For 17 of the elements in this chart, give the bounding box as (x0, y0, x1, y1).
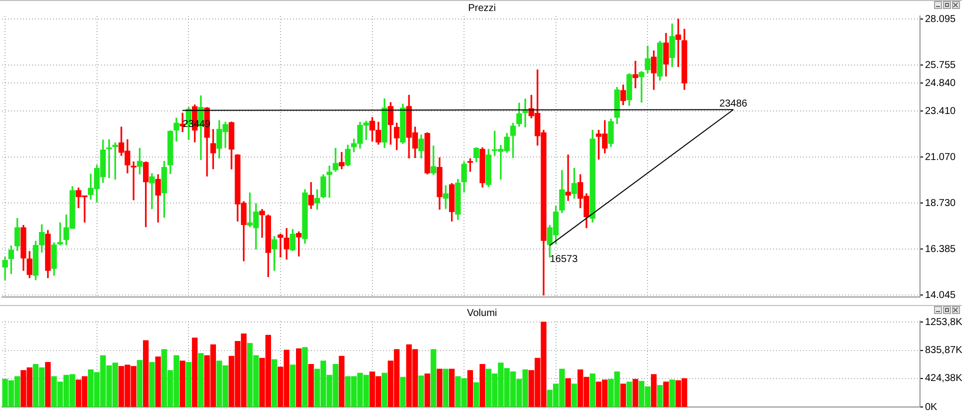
data-label: 23486 (719, 98, 748, 110)
data-label: 16573 (550, 254, 578, 266)
y-tick-label: 18.730 (925, 198, 956, 209)
y-tick-label: 16.385 (925, 244, 956, 255)
y-tick-label: 25.755 (925, 60, 956, 71)
y-tick-label: 23.410 (925, 106, 956, 117)
y-tick-label: 1253,8K (925, 316, 962, 328)
y-tick-label: 424,38K (925, 373, 962, 384)
y-tick-label: 24.840 (925, 78, 956, 89)
y-tick-label: 835,87K (925, 345, 962, 356)
chart-title: Prezzi (468, 2, 496, 14)
y-tick-label: 28.095 (925, 14, 956, 25)
chart-title: Volumi (466, 308, 498, 319)
y-tick-label: 14.045 (925, 290, 956, 301)
y-tick-label: 21.070 (925, 152, 956, 163)
data-label: 23449 (182, 119, 211, 130)
y-tick-label: 0K (925, 402, 938, 413)
